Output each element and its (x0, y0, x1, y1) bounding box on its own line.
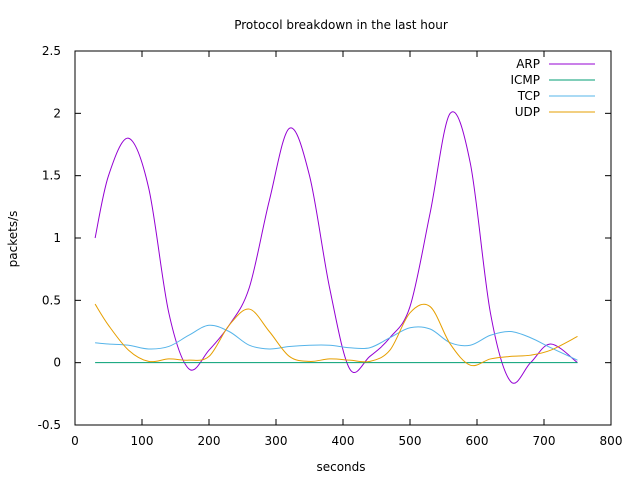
x-tick-label: 800 (600, 434, 623, 448)
chart-title: Protocol breakdown in the last hour (234, 18, 448, 32)
series-lines (94, 111, 578, 384)
x-tick-label: 600 (466, 434, 489, 448)
x-tick-label: 300 (265, 434, 288, 448)
x-tick-label: 700 (533, 434, 556, 448)
x-axis-label: seconds (316, 460, 365, 474)
legend-label-udp: UDP (515, 105, 540, 119)
axis-ticks: 0 100 200 300 400 500 600 700 800 -0.5 0 0.5 1 1.5 2 2.… (38, 44, 623, 448)
y-tick-label: 2 (53, 106, 61, 120)
legend-label-tcp: TCP (517, 89, 540, 103)
x-tick-label: 0 (71, 434, 79, 448)
series-line-udp (94, 303, 578, 367)
series-line-tcp (95, 324, 578, 361)
y-tick-label: 1 (53, 231, 61, 245)
x-tick-label: 100 (131, 434, 154, 448)
plot-frame (74, 50, 612, 426)
y-tick-label: 1.5 (42, 169, 61, 183)
legend-label-icmp: ICMP (510, 73, 540, 87)
y-tick-label: 2.5 (42, 44, 61, 58)
x-tick-label: 500 (399, 434, 422, 448)
y-axis-label: packets/s (6, 211, 20, 268)
legend: ARP ICMP TCP UDP (510, 57, 595, 119)
series-line-arp (94, 111, 578, 384)
y-tick-label: 0.5 (42, 293, 61, 307)
x-tick-label: 200 (198, 434, 221, 448)
y-tick-label: -0.5 (38, 418, 61, 432)
x-tick-label: 400 (332, 434, 355, 448)
legend-label-arp: ARP (516, 57, 540, 71)
y-tick-label: 0 (53, 356, 61, 370)
